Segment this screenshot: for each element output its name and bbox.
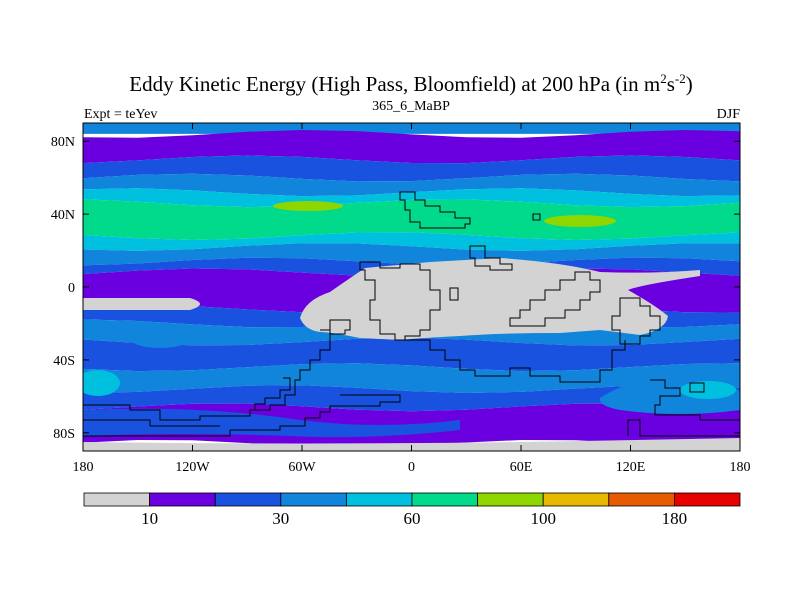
contour-band [83,232,740,251]
colorbar-swatch [149,492,216,507]
contour-band [83,243,740,266]
southern-feature-1 [132,332,188,348]
colorbar-swatch [674,492,741,507]
x-tick-label: 180 [73,460,94,475]
colorbar-swatch [411,492,478,507]
subtitle-left: Expt = teYev [84,107,157,122]
low-eke-tropics [300,258,700,340]
y-tick-label: 40S [53,354,75,369]
colorbar-label: 30 [272,509,289,528]
x-tick-label: 120E [616,460,646,475]
y-tick-label: 80N [51,135,75,150]
y-tick-label: 40N [51,208,75,223]
land-outlines [83,191,740,437]
contour-band [83,385,740,412]
subtitle-right: DJF [717,107,741,122]
chart-title: Eddy Kinetic Energy (High Pass, Bloomfie… [129,71,693,96]
contour-band [83,155,740,182]
colorbar-swatch [477,492,544,507]
x-tick-label: 120W [175,460,210,475]
contour-band [83,337,740,372]
colorbar-swatch [345,492,413,507]
ekez-max-north-atlantic [273,201,343,211]
colorbar-label: 10 [141,509,158,528]
y-axis: 80N 40N 0 40S 80S [51,135,740,442]
x-axis: 180 120W 60W 0 60E 120E 180 [73,123,751,475]
x-tick-label: 60E [510,460,533,475]
ekez-max-north-pacific [544,215,616,227]
map-area [83,123,740,451]
contour-band [83,199,740,240]
contour-band [83,363,740,393]
colorbar-swatch [280,492,347,507]
contour-band [83,188,740,208]
y-tick-label: 0 [68,281,75,296]
colorbar-swatch [83,492,150,507]
colorbar-swatch [542,492,610,507]
subtitle-center: 365_6_MaBP [372,99,450,114]
colorbar-label: 180 [662,509,688,528]
contour-band [83,130,740,164]
colorbar-swatch [608,492,675,507]
colorbar: 10 30 60 100 180 [83,492,741,528]
x-tick-label: 0 [408,460,415,475]
contour-band [83,173,740,197]
y-tick-label: 80S [53,427,75,442]
colorbar-swatch [214,492,282,507]
colorbar-label: 60 [404,509,421,528]
low-eke-antarctic [83,438,740,451]
x-tick-label: 180 [730,460,751,475]
colorbar-label: 100 [530,509,556,528]
southern-feature-4 [680,381,736,399]
low-eke-tropics-west [83,298,200,310]
southern-feature-2 [83,370,120,396]
x-tick-label: 60W [288,460,316,475]
southern-feature-5 [83,408,460,438]
